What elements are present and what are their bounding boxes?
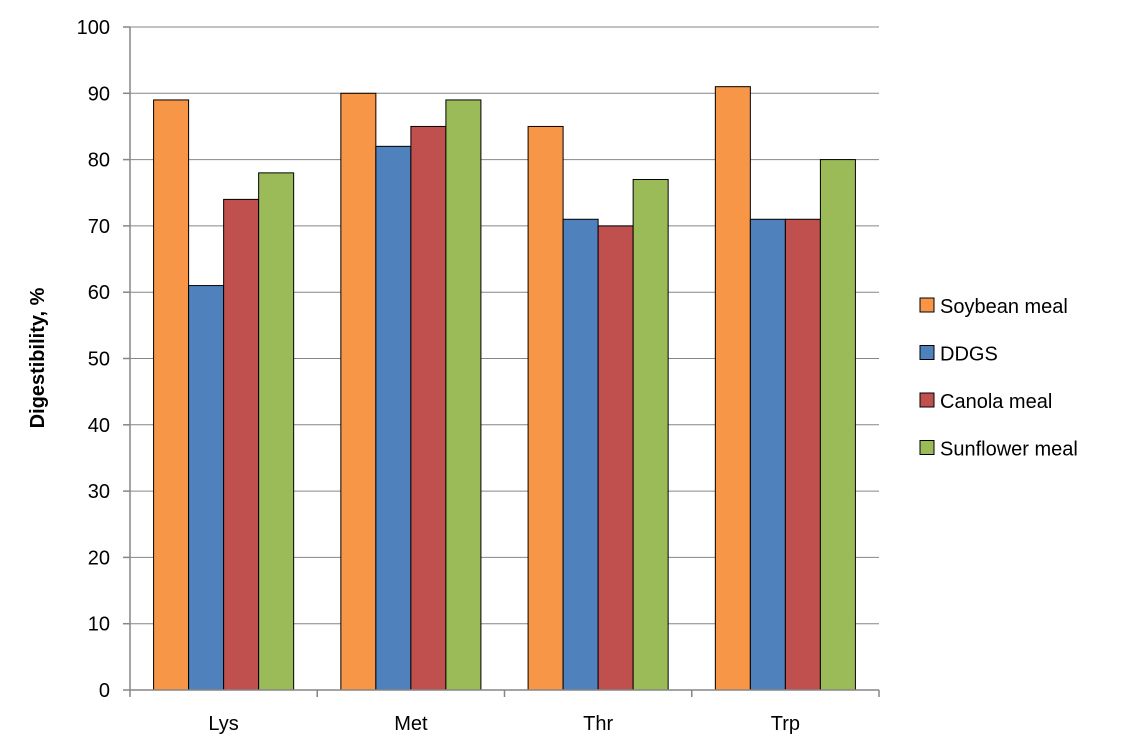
y-ticks: 0 10 20 30 40 50 60 70 80 90 100	[77, 17, 130, 702]
y-tick-label: 100	[77, 17, 110, 39]
bar-canola-meal-met	[410, 125, 447, 691]
y-tick-label: 10	[88, 614, 110, 636]
bar-sunflower-meal-met	[445, 99, 482, 691]
x-tick-label: Thr	[583, 713, 613, 735]
y-tick-label: 80	[88, 150, 110, 172]
bar-soybean-meal-lys	[153, 99, 190, 691]
bar-canola-meal-lys	[223, 198, 260, 691]
legend-label: Sunflower meal	[940, 439, 1078, 461]
bar-sunflower-meal-thr	[632, 178, 669, 691]
bar-ddgs-met	[375, 145, 412, 691]
bar-ddgs-thr	[562, 218, 599, 691]
bar-soybean-meal-met	[340, 92, 377, 691]
bar-soybean-meal-thr	[527, 125, 564, 691]
y-tick-label: 70	[88, 216, 110, 238]
x-tick-label: Trp	[771, 713, 800, 735]
legend-label: Canola meal	[940, 391, 1052, 413]
y-tick-label: 40	[88, 415, 110, 437]
bar-canola-meal-trp	[784, 218, 821, 691]
bars	[153, 86, 856, 691]
legend-swatch	[919, 345, 935, 360]
bar-ddgs-trp	[749, 218, 786, 691]
y-tick-label: 50	[88, 349, 110, 371]
x-tick-label: Lys	[208, 713, 238, 735]
legend-label: DDGS	[940, 344, 998, 366]
legend-swatch	[919, 297, 935, 313]
y-axis-label: Digestibility, %	[27, 287, 49, 428]
bar-ddgs-lys	[188, 285, 225, 691]
bar-sunflower-meal-lys	[258, 172, 295, 691]
bar-canola-meal-thr	[597, 225, 634, 691]
bar-sunflower-meal-trp	[819, 159, 856, 691]
bar-soybean-meal-trp	[714, 86, 751, 691]
x-ticks: Lys Met Thr Trp	[129, 690, 880, 735]
x-tick-label: Met	[394, 713, 428, 735]
legend-swatch	[919, 440, 935, 455]
y-tick-label: 0	[99, 680, 110, 702]
legend-label: Soybean meal	[940, 296, 1068, 318]
y-tick-label: 20	[88, 547, 110, 569]
legend-swatch	[919, 392, 935, 408]
y-tick-label: 60	[88, 282, 110, 304]
y-tick-label: 30	[88, 481, 110, 503]
y-tick-label: 90	[88, 83, 110, 105]
legend: Soybean meal DDGS Canola meal Sunflower mea…	[919, 296, 1078, 461]
